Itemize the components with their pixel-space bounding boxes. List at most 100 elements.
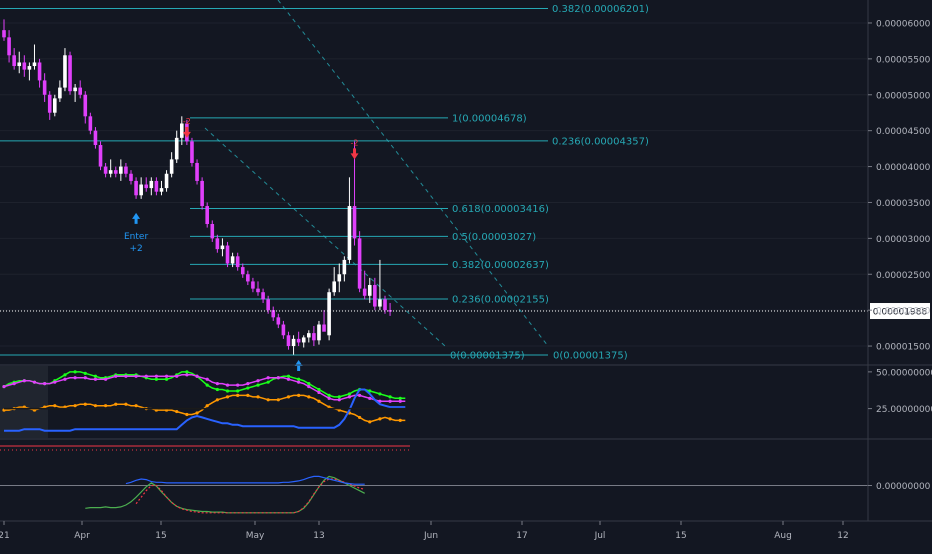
candle-body: [12, 55, 16, 67]
time-axis-label: 15: [155, 531, 166, 541]
history-shade: [0, 366, 48, 438]
indicator1-series-point: [93, 377, 98, 381]
signal-label: -2: [183, 117, 191, 126]
indicator1-series-point: [114, 374, 118, 378]
indicator1-series-point: [307, 382, 311, 386]
indicator2-series-line: [125, 475, 365, 485]
candle-body: [246, 274, 250, 282]
indicator1-series-point: [114, 402, 118, 406]
indicator1-series-point: [246, 382, 250, 386]
indicator1-series-point: [205, 377, 209, 381]
time-axis-label: Jun: [423, 531, 438, 541]
indicator1-series-point: [286, 377, 291, 381]
indicator1-series-point: [368, 396, 372, 400]
time-axis-label: 17: [516, 531, 527, 541]
price-axis-label: 0.00003000: [876, 235, 931, 245]
fib-level-label: 0.618(0.00003416): [452, 204, 549, 215]
indicator1-series-point: [256, 395, 260, 399]
indicator1-series-point: [297, 380, 301, 384]
indicator1-axis-label: 50.00000000: [876, 368, 932, 378]
candle-body: [53, 98, 57, 113]
indicator1-series-point: [12, 382, 16, 386]
indicator1-series-point: [236, 383, 240, 387]
indicator1-series-point: [205, 383, 209, 387]
time-axis-label: May: [246, 531, 265, 541]
sell-arrow-icon: [350, 148, 359, 160]
candle-body: [113, 170, 118, 174]
candle-body: [327, 292, 331, 336]
candle-body: [362, 288, 367, 296]
fib-level-label: 0.382(0.00002637): [452, 260, 549, 271]
indicator1-series-point: [378, 417, 382, 421]
time-axis-label: Apr: [74, 531, 90, 541]
candle-body: [47, 94, 52, 113]
candle-body: [367, 285, 372, 296]
price-axis-label: 0.00002000: [876, 307, 931, 317]
indicator1-series-point: [225, 383, 230, 387]
indicator1-series-point: [205, 404, 209, 408]
indicator1-series-point: [327, 396, 331, 400]
candle-body: [124, 166, 128, 174]
indicator1-series-point: [53, 404, 57, 408]
indicator1-series-point: [246, 393, 250, 397]
time-axis-label: Jul: [594, 531, 606, 541]
indicator1-series-point: [276, 398, 280, 402]
indicator1-series-point: [22, 379, 26, 383]
signal-label: Enter: [124, 232, 148, 242]
indicator1-series-point: [398, 399, 402, 403]
candle-body: [230, 256, 235, 264]
candle-body: [73, 87, 77, 92]
indicator1-series-point: [144, 374, 148, 378]
indicator1-series-point: [215, 382, 219, 386]
candle-body: [322, 324, 326, 332]
candle-body: [240, 267, 245, 275]
oscillator-pane: [0, 445, 868, 514]
indicator1-series-point: [297, 393, 301, 397]
candle-body: [98, 145, 103, 167]
indicator1-series-point: [368, 389, 372, 393]
candle-body: [220, 245, 225, 250]
candle-body: [378, 299, 382, 307]
time-axis-label: 12: [837, 531, 848, 541]
candle-body: [78, 87, 82, 95]
candle-body: [68, 55, 72, 92]
fib-level-label: 0(0.00001375): [553, 351, 628, 362]
axes: 0.00001988 0.00006000 0.00005500 0.00005000…: [0, 0, 932, 541]
indicator1-series-point: [175, 374, 179, 378]
indicator1-series-point: [276, 376, 280, 380]
indicator1-series-point: [104, 404, 108, 408]
indicator1-series-point: [388, 399, 392, 403]
candle-body: [225, 245, 230, 264]
indicator2-series-line: [85, 475, 365, 514]
indicator2-axis-label: 0.00000000: [876, 482, 931, 492]
price-axis-label: 0.00006000: [876, 19, 931, 29]
candle-body: [119, 166, 123, 174]
indicator1-series-point: [398, 396, 402, 400]
trend-line-upper: [277, 0, 549, 347]
indicator1-series-point: [266, 376, 270, 380]
candle-body: [296, 338, 301, 343]
candle-body: [22, 62, 27, 70]
candle-body: [159, 188, 164, 192]
price-axis-label: 0.00005000: [876, 91, 931, 101]
indicator1-series-point: [378, 392, 382, 396]
candle-body: [190, 141, 194, 163]
last-price-value: 0.00001988: [873, 308, 928, 318]
candle-body: [180, 123, 184, 138]
indicator1-series-point: [388, 417, 392, 421]
indicator1-series-point: [195, 374, 199, 378]
price-axis-label: 0.00004000: [876, 163, 931, 173]
candle-body: [154, 180, 159, 192]
candle-body: [383, 299, 387, 311]
indicator1-series-point: [195, 411, 199, 415]
candle-body: [215, 238, 220, 250]
signal-label: -2: [351, 138, 359, 147]
indicator1-series-point: [175, 409, 179, 414]
candle-body: [337, 274, 342, 282]
indicator1-series-point: [317, 390, 321, 395]
fib-level-label: 0.382(0.00006201): [552, 4, 649, 15]
fib-level-label: 0(0.00001375): [450, 351, 525, 362]
candle-body: [352, 206, 357, 239]
candle-body: [174, 137, 179, 160]
indicator1-series-point: [164, 374, 169, 378]
